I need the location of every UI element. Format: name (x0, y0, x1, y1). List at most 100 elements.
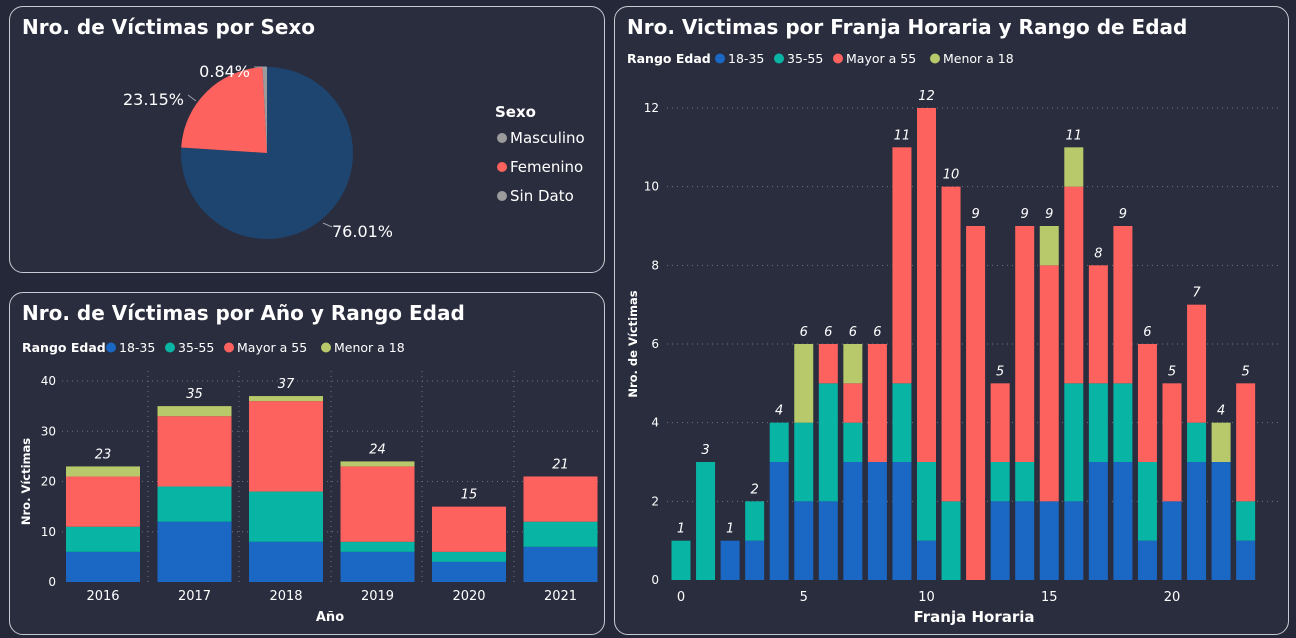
x-tick-label: 2021 (544, 589, 577, 604)
legend-label-mayor-a-55: Mayor a 55 (846, 51, 916, 66)
bar-segment-35-55 (671, 540, 691, 580)
legend-label-sin-dato: Sin Dato (510, 187, 574, 205)
bar-segment-35-55 (340, 541, 415, 552)
bar-segment-mayor-a-55 (1113, 226, 1133, 384)
bar-total-label: 6 (800, 325, 808, 340)
bar-segment-18-35 (432, 561, 506, 582)
x-tick-label: 10 (918, 590, 935, 605)
y-tick-label: 10 (41, 525, 56, 539)
bar-total-label: 7 (1192, 286, 1201, 301)
pie-label-sin-dato: 0.84% (199, 62, 250, 81)
legend-marker-sin-dato (497, 191, 507, 201)
bar-total-label: 6 (873, 325, 881, 340)
hour-bar-chart: Rango Edad 18-35 35-55 Mayor a 55 Menor a 18… (626, 51, 1281, 626)
bar-segment-mayor-a-55 (157, 416, 232, 487)
pie-leader-femenino (187, 94, 197, 102)
bar-segment-18-35 (340, 551, 415, 582)
bar-segment-35-55 (1088, 383, 1108, 462)
bar-segment-35-55 (523, 521, 598, 547)
x-axis-label: Año (316, 610, 344, 625)
bar-segment-35-55 (892, 383, 912, 462)
bar-segment-mayor-a-55 (340, 466, 415, 542)
bar-segment-35-55 (1137, 462, 1157, 541)
bar-total-label: 10 (943, 168, 960, 183)
bar-total-label: 21 (552, 457, 569, 472)
legend-title: Rango Edad (22, 340, 106, 355)
bar-segment-mayor-a-55 (892, 147, 912, 384)
bar-segment-mayor-a-55 (818, 344, 838, 384)
y-tick-label: 10 (644, 180, 659, 194)
victims-by-year-panel: Nro. de Víctimas por Año y Rango Edad Ra… (9, 292, 605, 635)
bar-segment-18-35 (794, 501, 814, 580)
bar-total-label: 6 (824, 325, 832, 340)
legend-label-18-35: 18-35 (728, 51, 764, 66)
bar-segment-mayor-a-55 (1039, 265, 1059, 502)
bar-segment-mayor-a-55 (1088, 265, 1108, 384)
legend-label-mayor-a-55: Mayor a 55 (237, 340, 307, 355)
bar-segment-35-55 (818, 383, 838, 502)
bar-total-label: 12 (918, 89, 935, 104)
y-tick-label: 12 (644, 101, 659, 115)
bar-segment-18-35 (990, 501, 1010, 580)
legend-marker-menor-a-18 (321, 342, 331, 353)
bar-segment-18-35 (769, 462, 789, 580)
bar-segment-18-35 (720, 540, 740, 580)
bar-segment-35-55 (745, 501, 765, 541)
bar-total-label: 5 (996, 364, 1004, 379)
x-tick-label: 20 (1164, 590, 1181, 605)
bar-segment-mayor-a-55 (66, 476, 140, 527)
pie-leader-sin-dato (254, 66, 267, 73)
x-tick-label: 0 (677, 590, 685, 605)
bar-segment-18-35 (1015, 501, 1035, 580)
bar-segment-menor-a-18 (1211, 422, 1231, 462)
bar-total-label: 1 (677, 522, 685, 537)
bar-segment-mayor-a-55 (1236, 383, 1256, 502)
panel-title-anio: Nro. de Víctimas por Año y Rango Edad (22, 301, 465, 325)
bar-segment-mayor-a-55 (1015, 226, 1035, 462)
bar-segment-mayor-a-55 (1064, 186, 1084, 384)
legend-marker-18-35 (106, 342, 116, 353)
legend-label-menor-a-18: Menor a 18 (334, 340, 405, 355)
bar-segment-18-35 (66, 551, 140, 582)
pie-slice-femenino (181, 67, 267, 153)
bar-segment-35-55 (1113, 383, 1133, 462)
bar-segment-18-35 (867, 462, 887, 580)
legend-label-masculino: Masculino (510, 129, 585, 147)
bar-segment-35-55 (1015, 462, 1035, 502)
bar-segment-18-35 (818, 501, 838, 580)
bar-segment-menor-a-18 (340, 461, 415, 467)
bar-segment-mayor-a-55 (432, 506, 506, 552)
x-axis-label: Franja Horaria (913, 608, 1034, 626)
bar-segment-mayor-a-55 (917, 108, 936, 462)
bar-segment-mayor-a-55 (523, 476, 598, 522)
legend-marker-18-35 (715, 53, 725, 64)
bar-segment-18-35 (1039, 501, 1059, 580)
x-tick-label: 2017 (178, 589, 211, 604)
bar-segment-mayor-a-55 (941, 186, 961, 502)
bar-total-label: 4 (1217, 404, 1225, 419)
year-bar-chart: Rango Edad 18-35 35-55 Mayor a 55 Menor a 18… (19, 340, 598, 625)
bar-segment-mayor-a-55 (1162, 383, 1182, 502)
legend-label-35-55: 35-55 (178, 340, 214, 355)
bar-segment-35-55 (843, 422, 863, 462)
bar-segment-35-55 (249, 491, 323, 542)
panel-title-sexo: Nro. de Víctimas por Sexo (22, 15, 316, 39)
bar-segment-18-35 (523, 546, 598, 582)
bar-total-label: 35 (186, 387, 203, 402)
bar-segment-35-55 (696, 462, 716, 580)
x-tick-label: 2020 (452, 589, 485, 604)
legend-marker-35-55 (165, 342, 175, 353)
y-axis-label: Nro. Víctimas (19, 438, 33, 525)
pie-leader-masculino (322, 222, 333, 228)
y-tick-label: 30 (41, 424, 56, 438)
bar-segment-35-55 (1236, 501, 1256, 541)
bar-total-label: 23 (95, 447, 112, 462)
victims-by-sex-panel: Nro. de Víctimas por Sexo 76.01% 23.15% 0.… (9, 6, 605, 273)
legend-marker-35-55 (774, 53, 784, 64)
pie-label-femenino: 23.15% (123, 90, 184, 109)
bar-segment-menor-a-18 (66, 466, 140, 477)
bar-segment-35-55 (432, 551, 506, 562)
bar-segment-35-55 (157, 486, 232, 522)
y-tick-label: 0 (48, 575, 56, 589)
bar-segment-18-35 (1088, 462, 1108, 580)
